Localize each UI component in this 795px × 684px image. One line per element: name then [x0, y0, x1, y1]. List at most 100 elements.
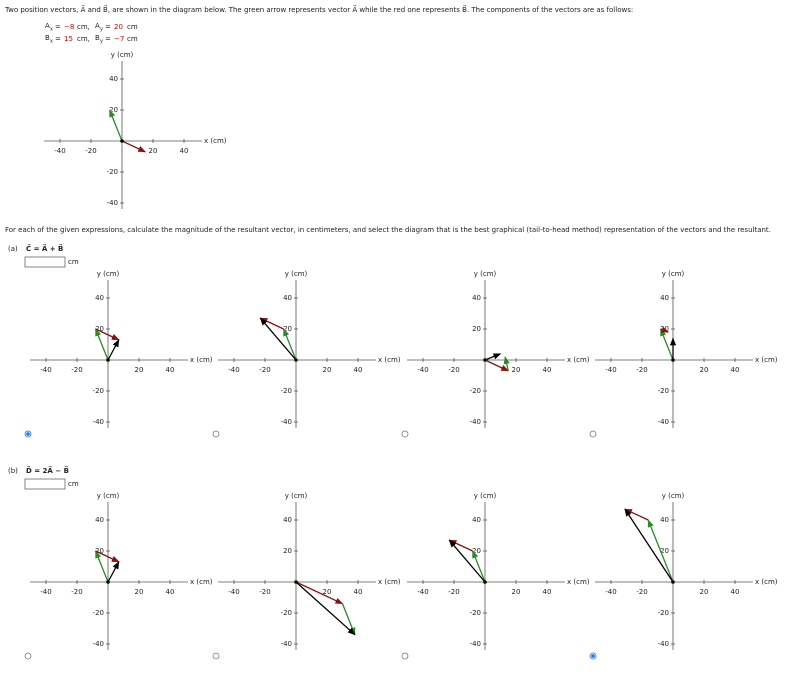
component-sub: y	[100, 39, 103, 45]
vector-arrow	[295, 581, 356, 636]
vector-arrow	[448, 539, 486, 583]
y-tick-label: -40	[93, 640, 104, 648]
x-tick-label: 20	[149, 147, 158, 155]
x-tick-label: -20	[636, 366, 647, 374]
y-axis-label: y (cm)	[285, 270, 308, 278]
vector-arrow	[484, 353, 502, 361]
component-symbol: B	[45, 34, 50, 42]
y-axis-label: y (cm)	[97, 492, 120, 500]
radio-button[interactable]	[212, 430, 220, 438]
component-sub: x	[50, 39, 53, 45]
x-tick-label: 20	[700, 366, 709, 374]
y-tick-label: 20	[283, 547, 292, 555]
x-axis-label: x (cm)	[378, 578, 401, 586]
y-axis-label: y (cm)	[662, 270, 685, 278]
vector-arrow	[94, 550, 109, 583]
origin-dot	[106, 580, 110, 584]
vector-arrow	[95, 550, 120, 563]
x-tick-label: -40	[228, 366, 239, 374]
y-tick-label: -20	[658, 387, 669, 395]
origin-dot	[120, 139, 124, 143]
x-tick-label: 40	[731, 366, 740, 374]
x-axis-label: x (cm)	[190, 356, 213, 364]
x-tick-label: 40	[354, 366, 363, 374]
vector-arrow	[95, 328, 120, 341]
component-unit: cm	[127, 23, 138, 31]
y-tick-label: -20	[658, 609, 669, 617]
component-value: 20	[114, 23, 123, 31]
y-tick-label: -20	[107, 168, 118, 176]
intro: Two position vectors, A⃗ and B⃗, are sho…	[4, 5, 633, 14]
answer-input[interactable]	[24, 256, 66, 268]
radio-selected	[26, 432, 30, 436]
x-tick-label: -20	[448, 366, 459, 374]
y-tick-label: 40	[283, 294, 292, 302]
vector-arrow	[107, 561, 120, 583]
origin-dot	[483, 358, 487, 362]
y-axis-label: y (cm)	[285, 492, 308, 500]
answer-unit: cm	[68, 480, 79, 488]
equals: =	[105, 35, 111, 43]
x-tick-label: -40	[228, 588, 239, 596]
instruction: For each of the given expressions, calcu…	[5, 226, 771, 234]
component-value: 15	[64, 35, 73, 43]
x-tick-label: -40	[417, 588, 428, 596]
component-symbol: A	[45, 22, 50, 30]
vector-arrow	[259, 317, 284, 330]
y-tick-label: 40	[660, 294, 669, 302]
x-tick-label: 40	[354, 588, 363, 596]
radio-button[interactable]	[24, 652, 32, 660]
y-tick-label: -20	[281, 387, 292, 395]
x-tick-label: 20	[135, 366, 144, 374]
x-tick-label: 40	[166, 366, 175, 374]
y-tick-label: -20	[93, 609, 104, 617]
origin-dot	[671, 358, 675, 362]
vector-arrow	[259, 317, 297, 361]
x-tick-label: -40	[605, 588, 616, 596]
y-axis-label: y (cm)	[111, 51, 134, 59]
x-axis-label: x (cm)	[378, 356, 401, 364]
x-tick-label: -20	[448, 588, 459, 596]
component-unit: cm,	[77, 23, 90, 31]
y-tick-label: 40	[109, 75, 118, 83]
x-tick-label: -40	[417, 366, 428, 374]
part-label: (a)	[8, 245, 18, 253]
x-axis-label: x (cm)	[567, 356, 590, 364]
radio-button[interactable]	[589, 430, 597, 438]
x-tick-label: 40	[166, 588, 175, 596]
y-tick-label: -40	[93, 418, 104, 426]
origin-dot	[671, 580, 675, 584]
y-tick-label: -20	[470, 609, 481, 617]
x-tick-label: -40	[40, 588, 51, 596]
x-axis-label: x (cm)	[755, 356, 778, 364]
x-tick-label: 20	[512, 366, 521, 374]
x-tick-label: 20	[700, 588, 709, 596]
x-tick-label: -20	[85, 147, 96, 155]
vector-arrow	[659, 328, 674, 361]
y-axis-label: y (cm)	[474, 492, 497, 500]
radio-button[interactable]	[212, 652, 220, 660]
x-axis-label: x (cm)	[755, 578, 778, 586]
origin-dot	[294, 358, 298, 362]
part-expression: D⃗ = 2A⃗ − B⃗	[26, 466, 69, 475]
vector-arrow	[108, 109, 123, 142]
answer-input[interactable]	[24, 478, 66, 490]
radio-button[interactable]	[401, 430, 409, 438]
y-tick-label: -40	[107, 199, 118, 207]
component-sub: x	[50, 27, 53, 33]
y-tick-label: 40	[283, 516, 292, 524]
x-tick-label: 20	[323, 588, 332, 596]
radio-selected	[591, 654, 595, 658]
vector-arrow	[282, 328, 297, 361]
component-sub: y	[100, 27, 103, 33]
radio-button[interactable]	[401, 652, 409, 660]
x-tick-label: 40	[543, 366, 552, 374]
component-value: −8	[64, 23, 74, 31]
y-tick-label: 40	[472, 294, 481, 302]
